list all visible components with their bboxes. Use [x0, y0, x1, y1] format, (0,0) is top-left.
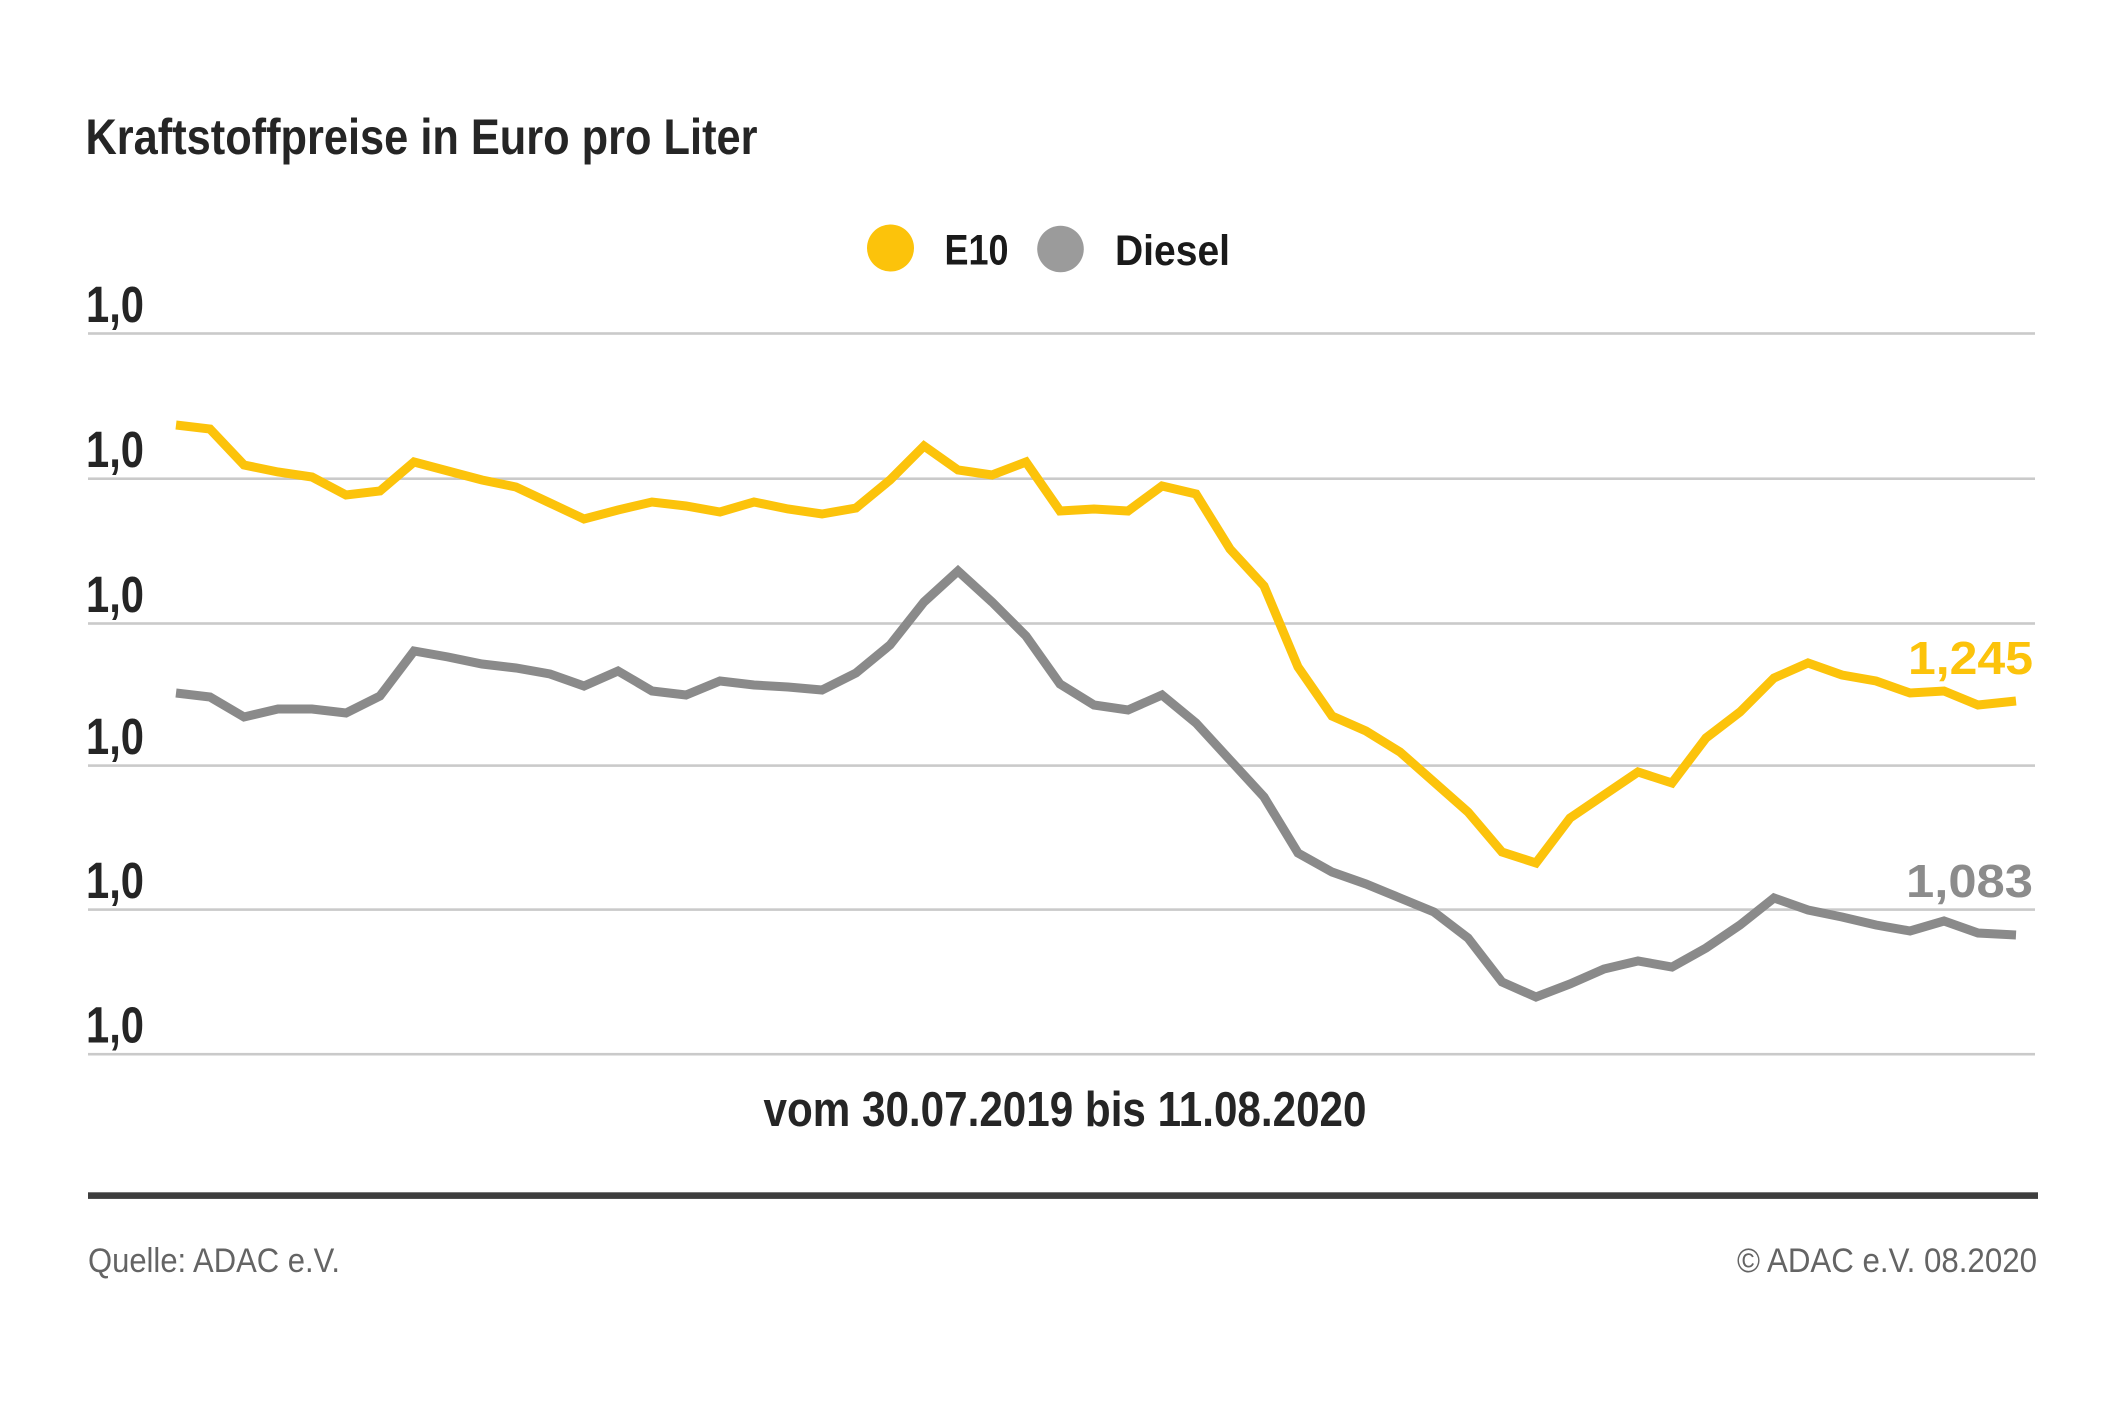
svg-text:Quelle: ADAC e.V.: Quelle: ADAC e.V. — [88, 1242, 340, 1280]
svg-text:1,0: 1,0 — [86, 566, 144, 623]
svg-text:Diesel: Diesel — [1115, 227, 1230, 275]
svg-text:1,0: 1,0 — [86, 276, 144, 333]
svg-text:vom 30.07.2019 bis 11.08.2020: vom 30.07.2019 bis 11.08.2020 — [764, 1082, 1367, 1137]
svg-text:E10: E10 — [945, 227, 1009, 275]
svg-text:1,0: 1,0 — [86, 852, 144, 909]
svg-text:1,083: 1,083 — [1906, 855, 2033, 907]
svg-text:Kraftstoffpreise in Euro pro L: Kraftstoffpreise in Euro pro Liter — [86, 109, 758, 165]
svg-text:1,0: 1,0 — [86, 421, 144, 478]
svg-text:© ADAC e.V. 08.2020: © ADAC e.V. 08.2020 — [1737, 1242, 2037, 1280]
svg-text:1,0: 1,0 — [86, 708, 144, 765]
svg-text:1,0: 1,0 — [86, 997, 144, 1054]
svg-text:1,245: 1,245 — [1908, 632, 2033, 684]
